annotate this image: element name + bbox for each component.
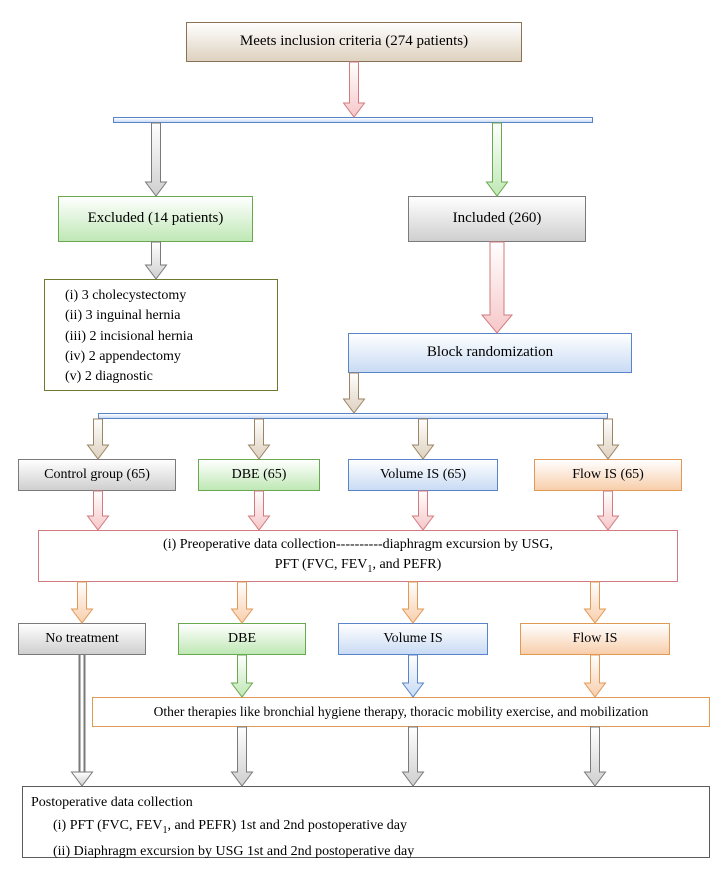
- a-other-post2: [403, 727, 424, 786]
- a-bar1-excl: [146, 123, 167, 196]
- postop-line0: Postoperative data collection: [31, 793, 701, 813]
- notreat-post: [72, 655, 93, 786]
- node-inclusion-label: Meets inclusion criteria (274 patients): [240, 32, 468, 52]
- excluded-reason-2: (iii) 2 incisional hernia: [53, 327, 269, 347]
- node-dbe2-label: DBE: [228, 630, 256, 648]
- node-flow1: Flow IS (65): [534, 459, 682, 491]
- node-notreat-label: No treatment: [45, 630, 118, 648]
- node-excluded-label: Excluded (14 patients): [88, 209, 224, 229]
- split-bar-2: [98, 413, 608, 419]
- node-excluded: Excluded (14 patients): [58, 196, 253, 242]
- node-dbe2: DBE: [178, 623, 306, 655]
- postop-data-box: Postoperative data collection (i) PFT (F…: [22, 786, 710, 858]
- a-ctrl-pre: [88, 491, 109, 530]
- a-incl-block: [482, 242, 512, 333]
- a-block-bar2: [344, 373, 365, 413]
- node-flow2-label: Flow IS: [573, 630, 618, 648]
- a-other-post3: [585, 727, 606, 786]
- node-inclusion: Meets inclusion criteria (274 patients): [186, 22, 522, 62]
- a-bar2-ctrl: [88, 419, 109, 459]
- node-vol1-label: Volume IS (65): [380, 466, 466, 484]
- a-pre-notreat: [72, 582, 93, 623]
- node-block_rand: Block randomization: [348, 333, 632, 373]
- preop-data-box: (i) Preoperative data collection--------…: [38, 530, 678, 582]
- node-vol2: Volume IS: [338, 623, 488, 655]
- a-excl-reason: [146, 242, 167, 279]
- excluded-reason-1: (ii) 3 inguinal hernia: [53, 306, 269, 326]
- node-flow1-label: Flow IS (65): [572, 466, 644, 484]
- a-flow2-other: [585, 655, 606, 697]
- postop-line2: (ii) Diaphragm excursion by USG 1st and …: [31, 842, 701, 862]
- node-included: Included (260): [408, 196, 586, 242]
- node-dbe1-label: DBE (65): [232, 466, 287, 484]
- a-incl-bar1: [344, 62, 365, 117]
- a-pre-dbe2: [232, 582, 253, 623]
- a-vol-pre: [413, 491, 434, 530]
- node-vol2-label: Volume IS: [383, 630, 442, 648]
- preop-line2: PFT (FVC, FEV1, and PEFR): [47, 555, 669, 577]
- a-bar1-incl: [487, 123, 508, 196]
- excluded-reason-0: (i) 3 cholecystectomy: [53, 286, 269, 306]
- split-bar-1: [113, 117, 593, 123]
- node-control-label: Control group (65): [44, 466, 150, 484]
- node-control: Control group (65): [18, 459, 176, 491]
- a-bar2-vol: [413, 419, 434, 459]
- a-dbe2-other: [232, 655, 253, 697]
- a-bar2-dbe: [249, 419, 270, 459]
- a-vol2-other: [403, 655, 424, 697]
- excluded-reasons-box: (i) 3 cholecystectomy(ii) 3 inguinal her…: [44, 279, 278, 391]
- a-dbe-pre: [249, 491, 270, 530]
- a-bar2-flow: [598, 419, 619, 459]
- other-therapies-text: Other therapies like bronchial hygiene t…: [154, 702, 649, 722]
- a-pre-flow2: [585, 582, 606, 623]
- node-notreat: No treatment: [18, 623, 146, 655]
- a-other-post1: [232, 727, 253, 786]
- node-flow2: Flow IS: [520, 623, 670, 655]
- node-dbe1: DBE (65): [198, 459, 320, 491]
- a-flow-pre: [598, 491, 619, 530]
- excluded-reason-3: (iv) 2 appendectomy: [53, 347, 269, 367]
- other-therapies-box: Other therapies like bronchial hygiene t…: [92, 697, 710, 727]
- a-pre-vol2: [403, 582, 424, 623]
- preop-line1: (i) Preoperative data collection--------…: [47, 535, 669, 555]
- excluded-reason-4: (v) 2 diagnostic: [53, 367, 269, 387]
- node-included-label: Included (260): [453, 209, 542, 229]
- postop-line1: (i) PFT (FVC, FEV1, and PEFR) 1st and 2n…: [31, 816, 701, 838]
- node-vol1: Volume IS (65): [348, 459, 498, 491]
- node-block_rand-label: Block randomization: [427, 343, 553, 363]
